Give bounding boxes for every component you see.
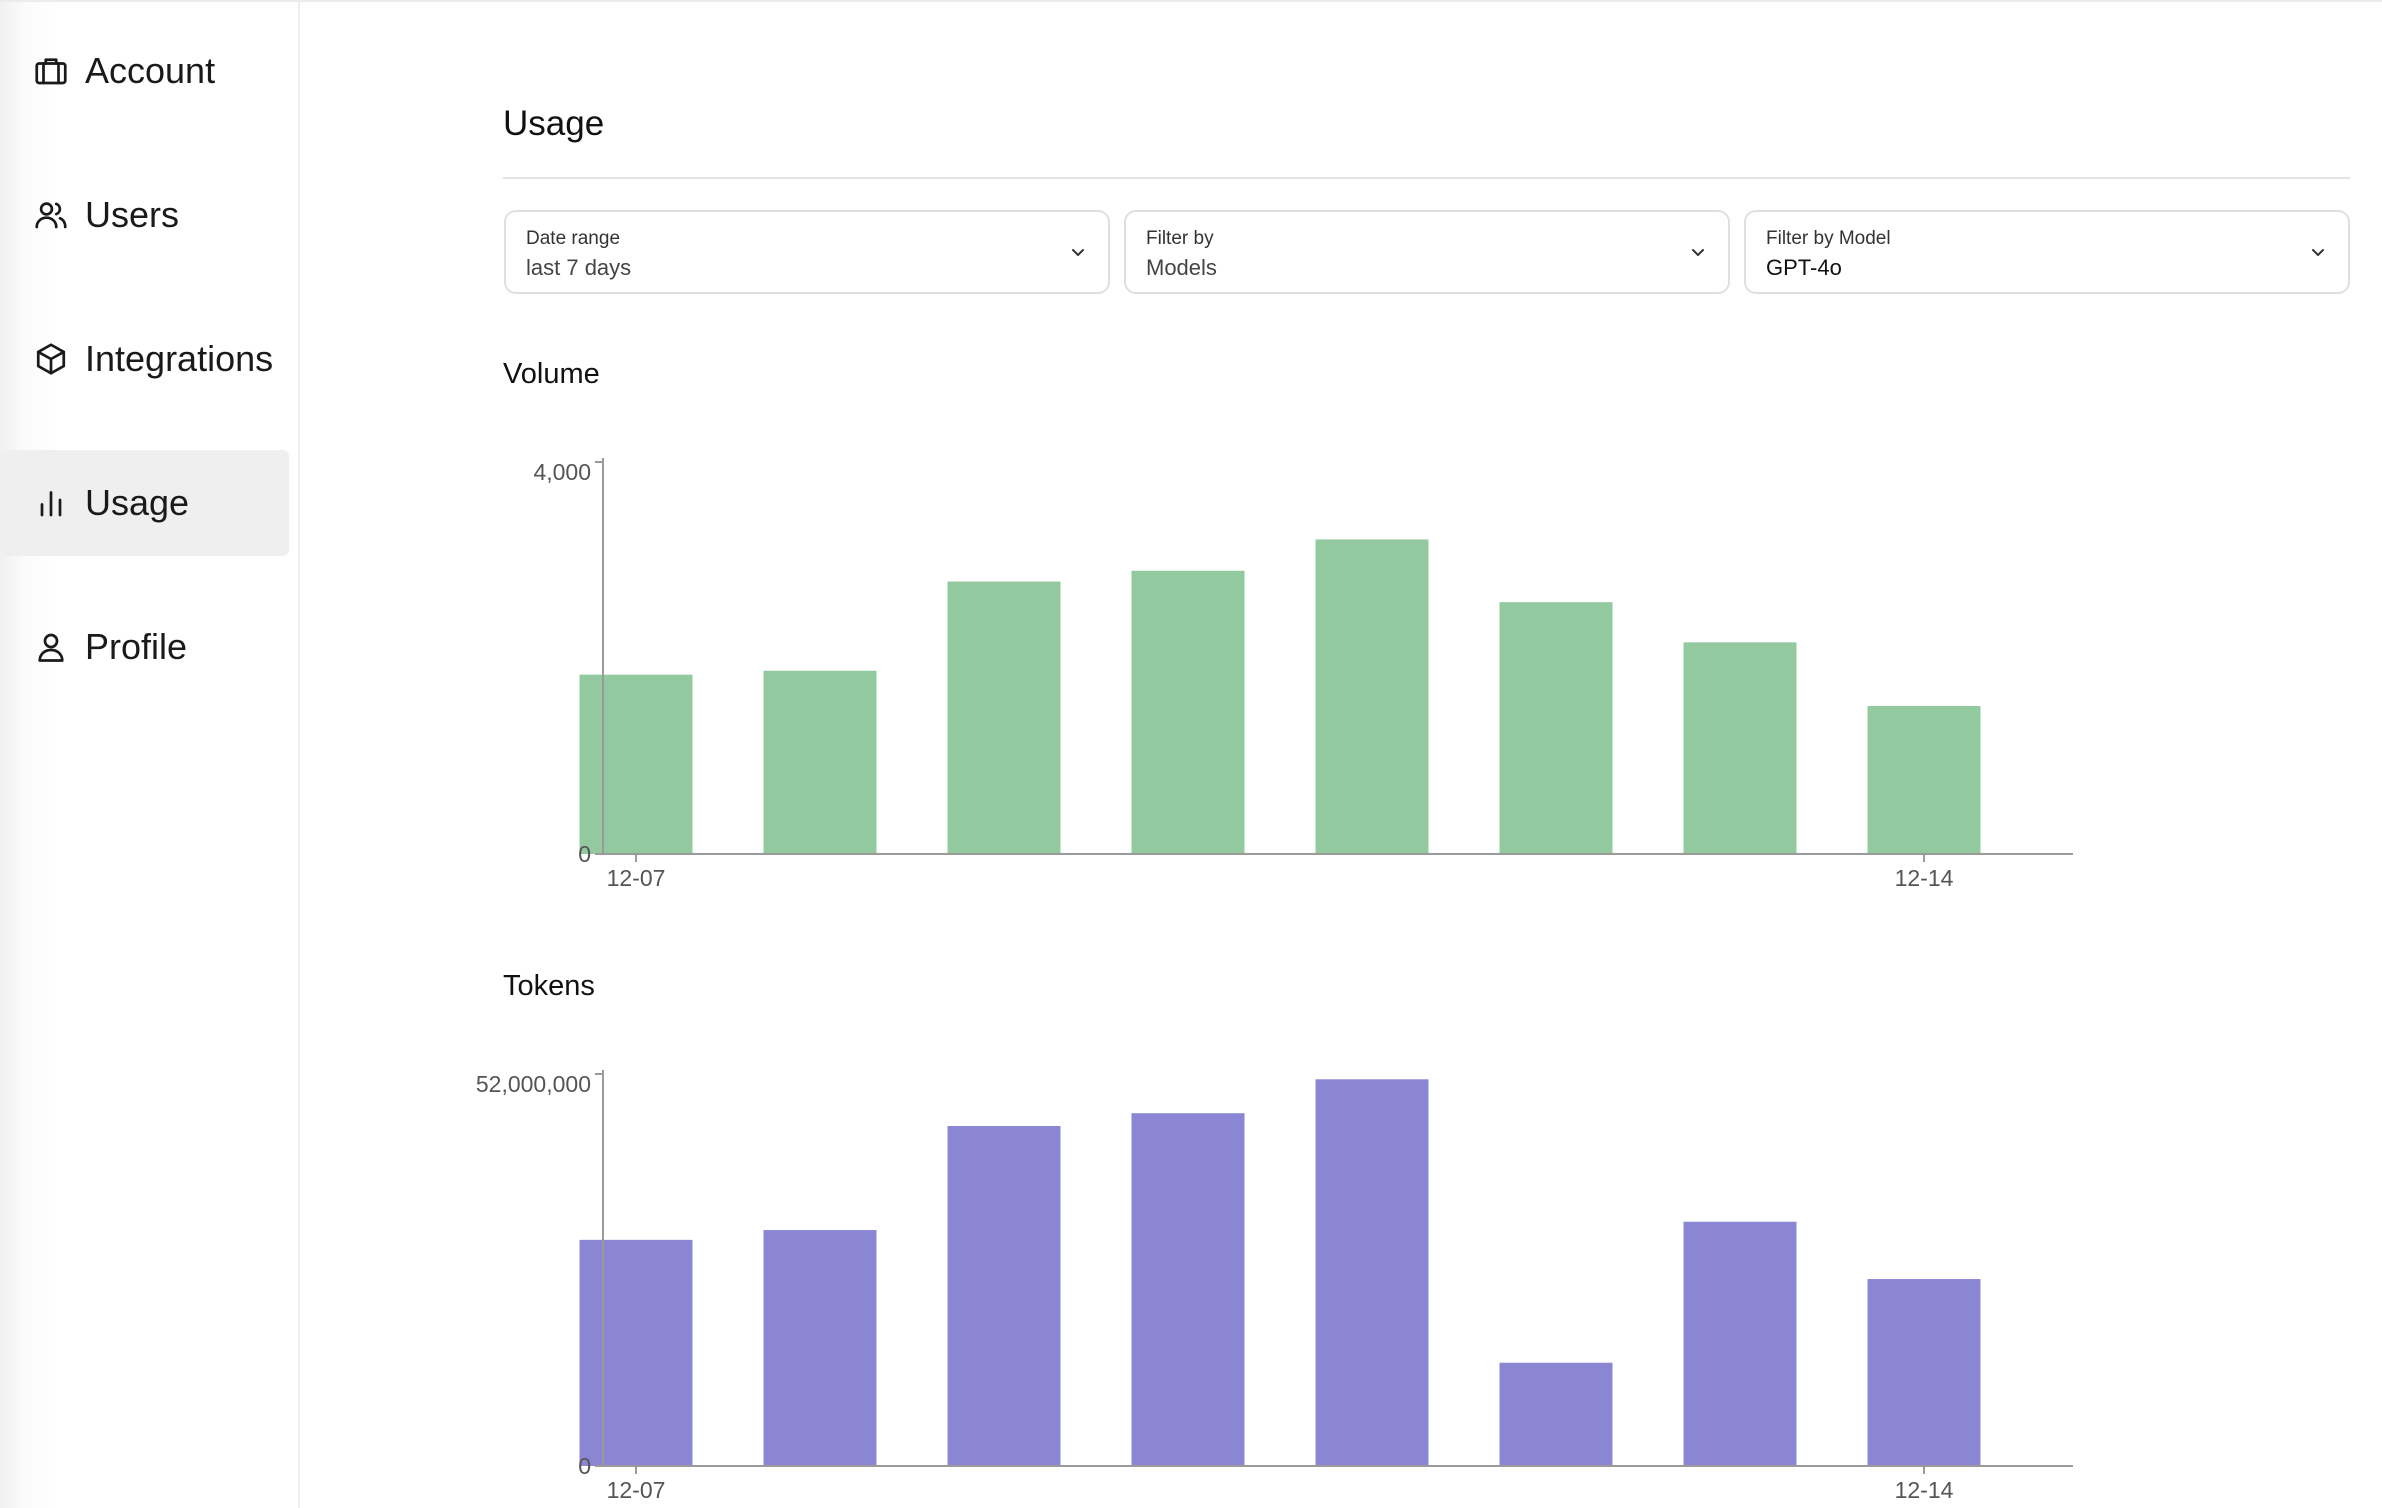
sidebar-item-label: Usage: [85, 482, 190, 523]
chart-bar: [763, 670, 877, 854]
filter-value: last 7 days: [526, 255, 632, 280]
x-tick-label: 12-14: [1895, 1477, 1954, 1503]
date-range-select[interactable]: Date range last 7 days: [504, 210, 1110, 294]
chart-bar: [579, 674, 693, 854]
volume-title: Volume: [503, 358, 600, 390]
chart-bar: [579, 1239, 693, 1466]
y-tick-label: 52,000,000: [476, 1071, 591, 1097]
x-tick-label: 12-07: [607, 865, 666, 891]
filter-label: Filter by Model: [1766, 228, 1891, 249]
users-icon: [32, 196, 70, 234]
sidebar: Account Users Integrations Usage Profile: [0, 2, 300, 1508]
sidebar-item-label: Profile: [85, 626, 188, 667]
chart-bar: [1867, 706, 1981, 854]
chart-bar: [1499, 602, 1613, 854]
chart-bar: [1683, 642, 1797, 854]
cube-icon: [32, 340, 70, 378]
y-tick-label: 4,000: [533, 459, 591, 485]
sidebar-item-label: Account: [85, 50, 216, 91]
chevron-down-icon: [2308, 242, 2328, 262]
chart-bar: [1499, 1362, 1613, 1466]
tokens-chart: 0 52,000,000 12-07 12-14: [476, 1070, 2073, 1503]
filter-label: Filter by: [1146, 228, 1214, 249]
chevron-down-icon: [1068, 242, 1088, 262]
filter-value: GPT-4o: [1766, 255, 1842, 280]
filter-by-select[interactable]: Filter by Models: [1124, 210, 1730, 294]
filter-value: Models: [1146, 255, 1217, 280]
chart-bar: [1683, 1221, 1797, 1466]
sidebar-item-usage[interactable]: Usage: [2, 450, 289, 556]
chart-bar: [947, 581, 1061, 854]
sidebar-item-account[interactable]: Account: [2, 18, 289, 124]
user-icon: [32, 628, 70, 666]
page-title: Usage: [503, 104, 605, 143]
chart-bar: [1131, 570, 1245, 854]
chart-bar: [763, 1230, 877, 1466]
y-tick-label: 0: [578, 1453, 591, 1479]
y-tick-label: 0: [578, 841, 591, 867]
filter-by-model-select[interactable]: Filter by Model GPT-4o: [1744, 210, 2350, 294]
chart-bar: [1867, 1279, 1981, 1466]
briefcase-icon: [32, 52, 70, 90]
chart-bar: [947, 1126, 1061, 1466]
volume-chart: 0 4,000 12-07 12-14: [533, 458, 2073, 891]
chart-bar: [1131, 1113, 1245, 1466]
chart-bar: [1315, 1079, 1429, 1466]
sidebar-item-label: Users: [85, 194, 180, 235]
x-tick-label: 12-14: [1895, 865, 1954, 891]
filter-label: Date range: [526, 228, 621, 249]
sidebar-item-users[interactable]: Users: [2, 162, 289, 268]
sidebar-item-profile[interactable]: Profile: [2, 594, 289, 700]
tokens-title: Tokens: [503, 970, 595, 1002]
sidebar-item-label: Integrations: [85, 338, 274, 379]
divider: [503, 177, 2350, 179]
bar-chart-icon: [32, 484, 70, 522]
chart-bar: [1315, 539, 1429, 854]
sidebar-item-integrations[interactable]: Integrations: [2, 306, 289, 412]
chevron-down-icon: [1688, 242, 1708, 262]
x-tick-label: 12-07: [607, 1477, 666, 1503]
